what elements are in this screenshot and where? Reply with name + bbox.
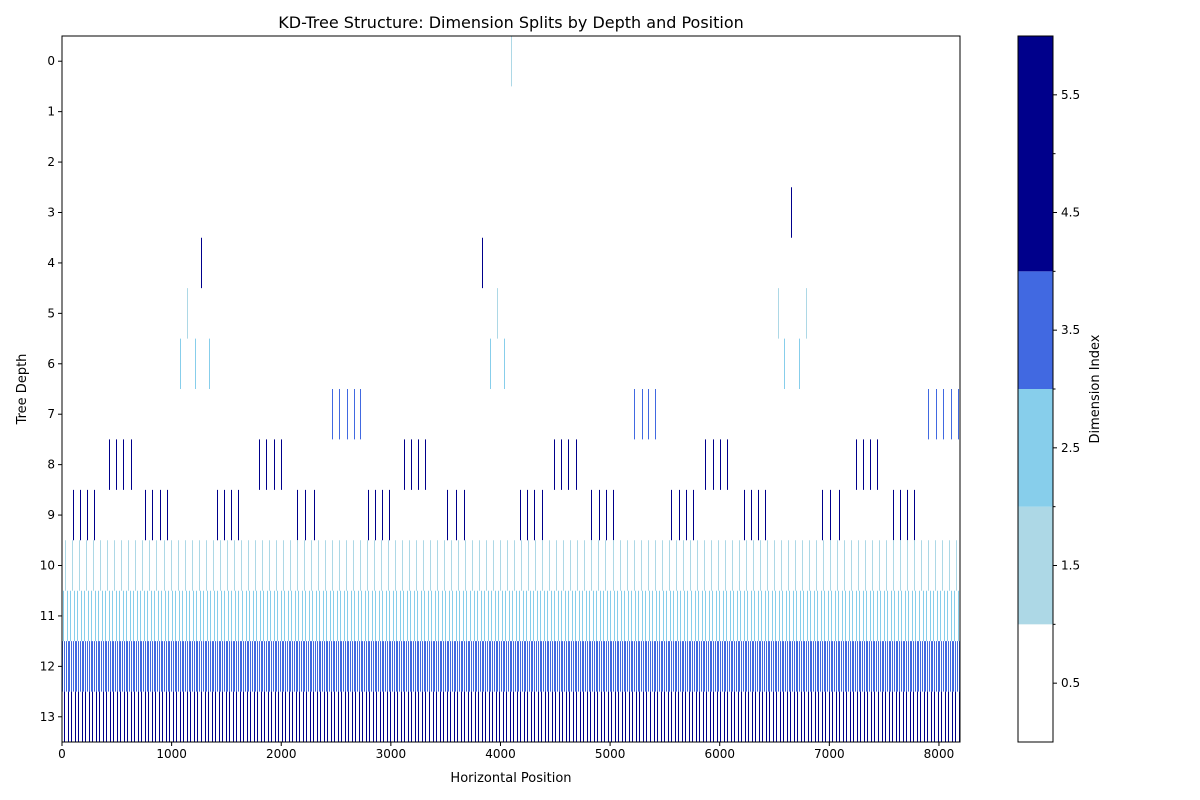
colorbar: 0.5 1.5 2.5 3.5 4.5 5.5 <box>1017 35 1080 743</box>
x-tick-label: 3000 <box>376 747 407 761</box>
colorbar-segment <box>1018 506 1053 625</box>
colorbar-label: Dimension Index <box>1088 334 1103 443</box>
colorbar-tick-label: 3.5 <box>1061 323 1080 337</box>
colorbar-segment <box>1018 389 1053 507</box>
y-tick-label: 5 <box>47 306 55 320</box>
y-tick-label: 13 <box>40 710 55 724</box>
y-tick-label: 2 <box>47 155 55 169</box>
y-tick-label: 12 <box>40 659 55 673</box>
y-tick-label: 10 <box>40 559 55 573</box>
y-tick-label: 7 <box>47 407 55 421</box>
y-tick-label: 9 <box>47 508 55 522</box>
x-tick-label: 2000 <box>266 747 297 761</box>
y-tick-label: 8 <box>47 458 55 472</box>
colorbar-segment <box>1018 36 1053 272</box>
y-tick-label: 1 <box>47 105 55 119</box>
colorbar-tick-label: 0.5 <box>1061 676 1080 690</box>
x-tick-label: 5000 <box>595 747 626 761</box>
x-tick-label: 8000 <box>924 747 955 761</box>
colorbar-tick-label: 2.5 <box>1061 441 1080 455</box>
x-tick-label: 6000 <box>704 747 735 761</box>
x-tick-label: 4000 <box>485 747 516 761</box>
colorbar-tick-label: 1.5 <box>1061 559 1080 573</box>
y-tick-label: 11 <box>40 609 55 623</box>
plot-frame <box>61 35 961 743</box>
colorbar-segment <box>1018 271 1053 389</box>
colorbar-tick-label: 4.5 <box>1061 206 1080 220</box>
x-axis: 0 1000 2000 3000 4000 5000 6000 7000 8000 <box>58 742 954 761</box>
plot-area <box>61 35 961 743</box>
x-tick-label: 7000 <box>814 747 845 761</box>
x-tick-label: 1000 <box>156 747 187 761</box>
y-tick-label: 0 <box>47 54 55 68</box>
y-tick-label: 4 <box>47 256 55 270</box>
x-tick-label: 0 <box>58 747 66 761</box>
colorbar-segment <box>1018 624 1053 742</box>
y-axis-label: Tree Depth <box>15 354 30 426</box>
y-tick-label: 6 <box>47 357 55 371</box>
split-marks <box>62 36 960 742</box>
x-axis-label: Horizontal Position <box>450 771 571 786</box>
chart-title: KD-Tree Structure: Dimension Splits by D… <box>278 13 744 32</box>
colorbar-tick-label: 5.5 <box>1061 88 1080 102</box>
y-tick-label: 3 <box>47 206 55 220</box>
